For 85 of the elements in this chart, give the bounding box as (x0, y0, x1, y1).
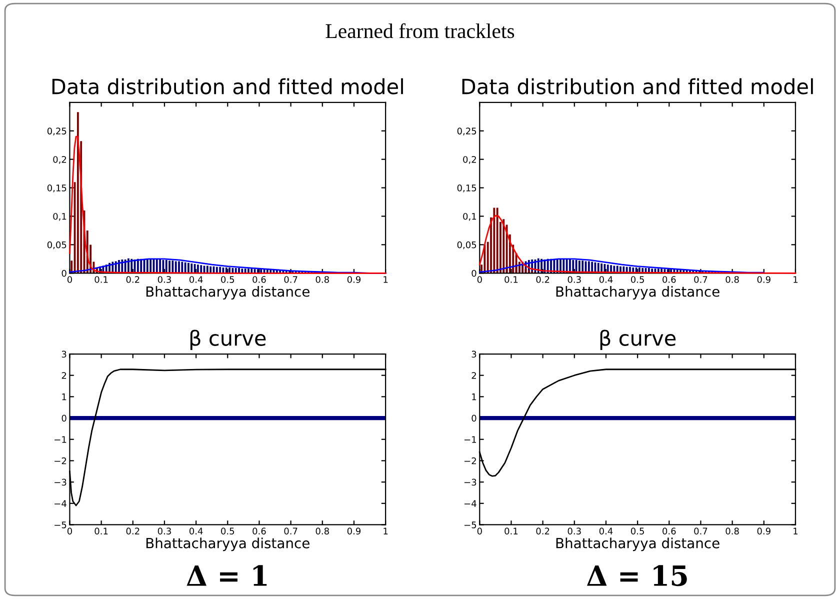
x-tick-label: 0.5 (221, 276, 234, 283)
x-tick-label: 0.7 (284, 276, 298, 283)
x-tick-label: 0.5 (221, 528, 234, 534)
y-tick-label: −1 (54, 436, 66, 443)
chart-title: Data distribution and fitted model (52, 78, 403, 94)
x-axis-title: Bhattacharyya distance (556, 538, 720, 552)
x-tick-label: 0.1 (94, 276, 108, 283)
x-tick-label: 0.7 (694, 276, 708, 283)
y-tick-label: 0,25 (457, 128, 476, 136)
x-tick-label: 0.6 (252, 528, 266, 534)
x-tick-label: 0.4 (599, 528, 613, 534)
y-tick-label: 0,1 (463, 212, 476, 221)
y-tick-label: −4 (54, 500, 66, 507)
x-tick-label: 0.6 (252, 276, 266, 283)
x-tick-label: 0.8 (316, 528, 329, 534)
x-tick-label: 0.5 (630, 528, 644, 534)
x-tick-label: 0.5 (630, 276, 644, 283)
x-tick-label: 0.9 (347, 276, 361, 283)
x-tick-label: 1 (794, 528, 798, 534)
y-tick-label: −5 (54, 522, 66, 528)
y-tick-label: −2 (464, 457, 476, 464)
x-tick-label: 0.4 (189, 528, 203, 534)
chart-title: β curve (600, 330, 676, 350)
chart-title: Data distribution and fitted model (462, 78, 813, 94)
x-tick-label: 0.8 (316, 276, 329, 283)
y-tick-label: 2 (472, 372, 476, 379)
y-tick-label: 0 (472, 270, 476, 277)
x-tick-label: 0.6 (662, 276, 676, 283)
x-axis-title: Bhattacharyya distance (146, 538, 310, 552)
y-tick-label: 2 (62, 372, 66, 379)
x-tick-label: 0 (477, 528, 482, 534)
y-tick-label: 3 (62, 350, 66, 358)
y-tick-label: 0,2 (53, 156, 66, 164)
x-tick-label: 0.1 (504, 528, 518, 534)
x-axis-title: Bhattacharyya distance (146, 286, 310, 300)
x-tick-label: 1 (384, 276, 388, 283)
x-tick-label: 0.1 (504, 276, 518, 283)
x-tick-label: 0.6 (662, 528, 676, 534)
y-tick-label: 0,2 (463, 156, 476, 164)
y-tick-label: 0,15 (457, 184, 476, 192)
x-tick-label: 0.3 (568, 276, 581, 283)
y-tick-label: 0,05 (47, 241, 66, 250)
y-tick-label: 0,15 (47, 184, 66, 192)
x-tick-label: 1 (794, 276, 798, 283)
x-tick-label: 0.7 (284, 528, 298, 534)
y-tick-label: 0,05 (457, 241, 476, 250)
x-tick-label: 0.9 (757, 276, 770, 283)
x-tick-label: 0.7 (694, 528, 708, 534)
y-tick-label: −1 (464, 436, 476, 443)
x-tick-label: 0.3 (158, 528, 171, 534)
x-tick-label: 0 (67, 528, 72, 534)
x-tick-label: 0.3 (158, 276, 171, 283)
x-tick-label: 0.2 (126, 528, 140, 534)
x-tick-label: 0 (67, 276, 72, 283)
y-tick-label: 0,1 (53, 212, 66, 221)
x-tick-label: 0.2 (536, 276, 550, 283)
y-tick-label: −3 (54, 478, 66, 486)
y-tick-label: −3 (464, 478, 476, 486)
x-tick-label: 0.4 (599, 276, 613, 283)
y-tick-label: 1 (472, 394, 476, 400)
x-tick-label: 0.3 (568, 528, 581, 534)
y-tick-label: 0 (472, 414, 476, 422)
y-tick-label: −2 (54, 457, 66, 464)
x-tick-label: 0.8 (726, 528, 739, 534)
x-tick-label: 0.1 (94, 528, 108, 534)
x-tick-label: 0.8 (726, 276, 739, 283)
y-tick-label: 0 (62, 270, 66, 277)
y-tick-label: −5 (464, 522, 476, 528)
y-tick-label: 0,25 (47, 128, 66, 136)
x-tick-label: 0.2 (126, 276, 140, 283)
y-tick-label: 1 (62, 394, 66, 400)
text: Δ = 15 (586, 565, 687, 586)
y-tick-label: −4 (464, 500, 476, 507)
y-tick-label: 0 (62, 414, 66, 422)
chart-title: β curve (190, 330, 266, 350)
y-tick-label: 3 (472, 350, 476, 358)
x-axis-title: Bhattacharyya distance (556, 286, 720, 300)
x-tick-label: 1 (384, 528, 388, 534)
x-tick-label: 0.2 (536, 528, 550, 534)
x-tick-label: 0.9 (347, 528, 361, 534)
text: Δ = 1 (186, 565, 267, 586)
x-tick-label: 0 (477, 276, 482, 283)
x-tick-label: 0.9 (757, 528, 770, 534)
text: Learned from tracklets (326, 23, 514, 38)
x-tick-label: 0.4 (189, 276, 203, 283)
